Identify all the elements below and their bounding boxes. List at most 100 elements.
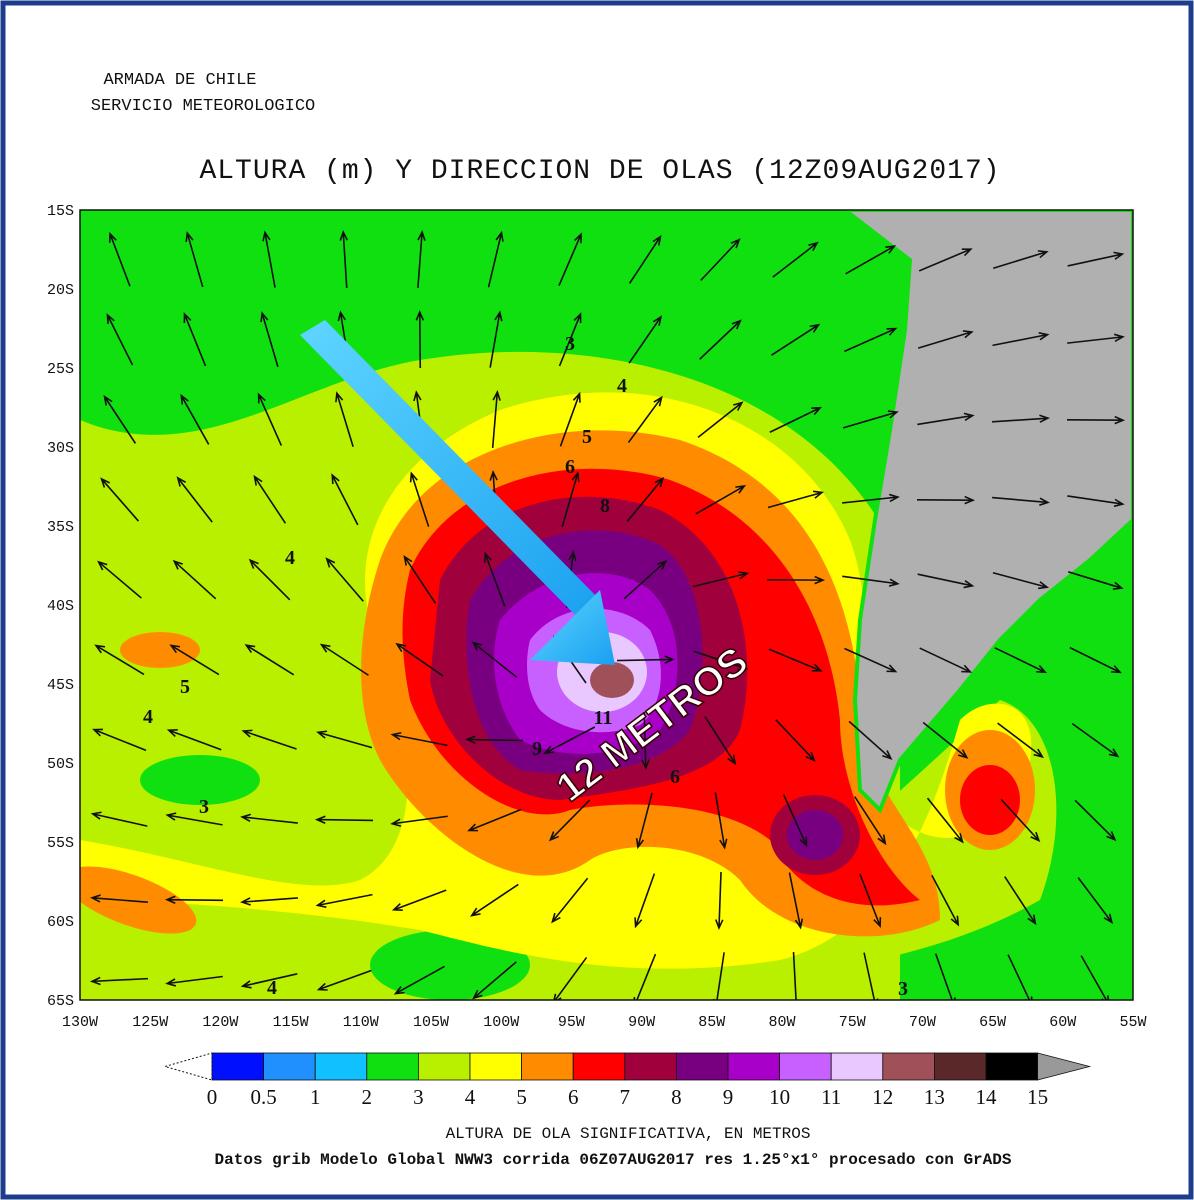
lat-label: 55S xyxy=(47,835,74,852)
colorbar-box xyxy=(572,1052,626,1081)
colorbar-tick-label: 7 xyxy=(620,1085,631,1109)
wave-arrow xyxy=(106,313,134,366)
wave-arrow xyxy=(409,471,430,527)
contour-label: 3 xyxy=(199,796,209,818)
wave-arrow xyxy=(767,490,824,509)
wave-arrow xyxy=(240,897,298,906)
wave-arrow xyxy=(714,792,728,850)
lat-label: 35S xyxy=(47,519,74,536)
wave-arrow xyxy=(403,554,437,604)
colorbar-box xyxy=(985,1052,1038,1081)
colorbar-box xyxy=(521,1052,574,1081)
wave-arrow xyxy=(931,874,960,927)
colorbar-tick-label: 4 xyxy=(465,1085,476,1109)
wave-arrow xyxy=(489,310,503,368)
lat-label: 40S xyxy=(47,598,74,615)
colorbar-box xyxy=(779,1052,832,1081)
colorbar-tick-label: 10 xyxy=(769,1085,790,1109)
wave-arrow xyxy=(919,647,973,673)
wave-arrow xyxy=(769,406,823,433)
colorbar-tick-label: 0 xyxy=(207,1085,218,1109)
colorbar-box xyxy=(314,1052,368,1081)
wave-arrow xyxy=(771,323,821,356)
lat-label: 15S xyxy=(47,203,74,220)
wave-arrow xyxy=(844,327,898,353)
wave-arrow xyxy=(90,894,148,903)
wave-arrow xyxy=(792,951,801,1000)
lon-label: 100W xyxy=(483,1014,519,1031)
lon-label: 90W xyxy=(628,1014,655,1031)
contour-label: 8 xyxy=(600,495,610,517)
colorbar-label: ALTURA DE OLA SIGNIFICATIVA, EN METROS xyxy=(446,1125,811,1143)
wave-arrow xyxy=(1080,955,1110,1000)
wave-arrow xyxy=(417,230,426,288)
colorbar-tick-label: 8 xyxy=(671,1085,682,1109)
wave-arrow xyxy=(391,889,447,911)
wave-arrow xyxy=(854,796,887,846)
wave-arrow xyxy=(325,557,364,602)
wave-arrow xyxy=(992,332,1050,347)
wave-arrow xyxy=(316,730,373,749)
colorbar-tick-label: 9 xyxy=(723,1085,734,1109)
colorbar-tick-label: 1 xyxy=(310,1085,321,1109)
wave-arrow xyxy=(339,230,348,288)
wave-arrow xyxy=(704,716,737,766)
wave-arrow xyxy=(842,410,899,429)
wave-arrow xyxy=(314,815,374,824)
lon-label: 105W xyxy=(413,1014,449,1031)
wave-arrow xyxy=(626,476,665,523)
wave-arrow xyxy=(628,234,662,284)
wave-arrow xyxy=(260,311,279,368)
lat-label: 65S xyxy=(47,993,74,1010)
wave-arrow xyxy=(244,644,295,676)
wave-arrow xyxy=(693,650,749,671)
colorbar-box xyxy=(676,1052,729,1081)
colorbar-tick-label: 6 xyxy=(568,1085,579,1109)
wave-arrow xyxy=(934,953,956,1000)
contour-label: 5 xyxy=(582,426,592,448)
wave-arrow xyxy=(917,573,975,589)
contour-label: 3 xyxy=(565,333,575,355)
lon-label: 75W xyxy=(839,1014,866,1031)
lon-label: 110W xyxy=(343,1014,379,1031)
wave-arrow xyxy=(715,871,724,931)
wave-arrow xyxy=(768,648,823,672)
lon-label: 115W xyxy=(273,1014,309,1031)
contour-label: 9 xyxy=(532,738,542,760)
wave-arrow xyxy=(699,319,742,360)
wave-arrow xyxy=(180,393,210,445)
wave-arrow xyxy=(1066,415,1126,425)
colorbar-right-arrow xyxy=(1037,1052,1092,1081)
colorbar-box xyxy=(417,1052,471,1081)
lon-label: 70W xyxy=(909,1014,936,1031)
wave-arrow xyxy=(1074,799,1117,842)
wave-arrow xyxy=(859,873,882,929)
wave-arrow xyxy=(1000,798,1041,843)
colorbar-tick-label: 2 xyxy=(362,1085,373,1109)
wave-arrow xyxy=(848,720,893,760)
wave-arrow xyxy=(253,474,287,524)
wave-arrow xyxy=(635,792,653,850)
wave-arrow xyxy=(240,973,298,989)
lat-label: 50S xyxy=(47,756,74,773)
wave-arrow xyxy=(772,241,819,278)
wave-arrow xyxy=(472,961,517,1000)
lon-label: 60W xyxy=(1049,1014,1076,1031)
wave-arrow xyxy=(548,799,591,842)
contour-label: 4 xyxy=(267,977,277,999)
wave-arrow xyxy=(627,395,663,444)
wave-arrow xyxy=(166,729,222,751)
wave-arrow xyxy=(335,391,354,448)
wave-arrow xyxy=(94,644,145,676)
wave-arrow xyxy=(992,414,1050,423)
contour-label: 4 xyxy=(285,547,295,569)
contour-label: 11 xyxy=(594,707,613,729)
wave-arrow xyxy=(1077,877,1114,925)
colorbar-box xyxy=(934,1052,987,1081)
wave-arrow xyxy=(241,729,297,750)
wave-arrow xyxy=(470,883,519,917)
wave-arrow xyxy=(185,231,204,288)
wave-arrow xyxy=(558,232,582,287)
wave-arrow xyxy=(775,719,816,762)
wave-arrow xyxy=(863,952,879,1000)
